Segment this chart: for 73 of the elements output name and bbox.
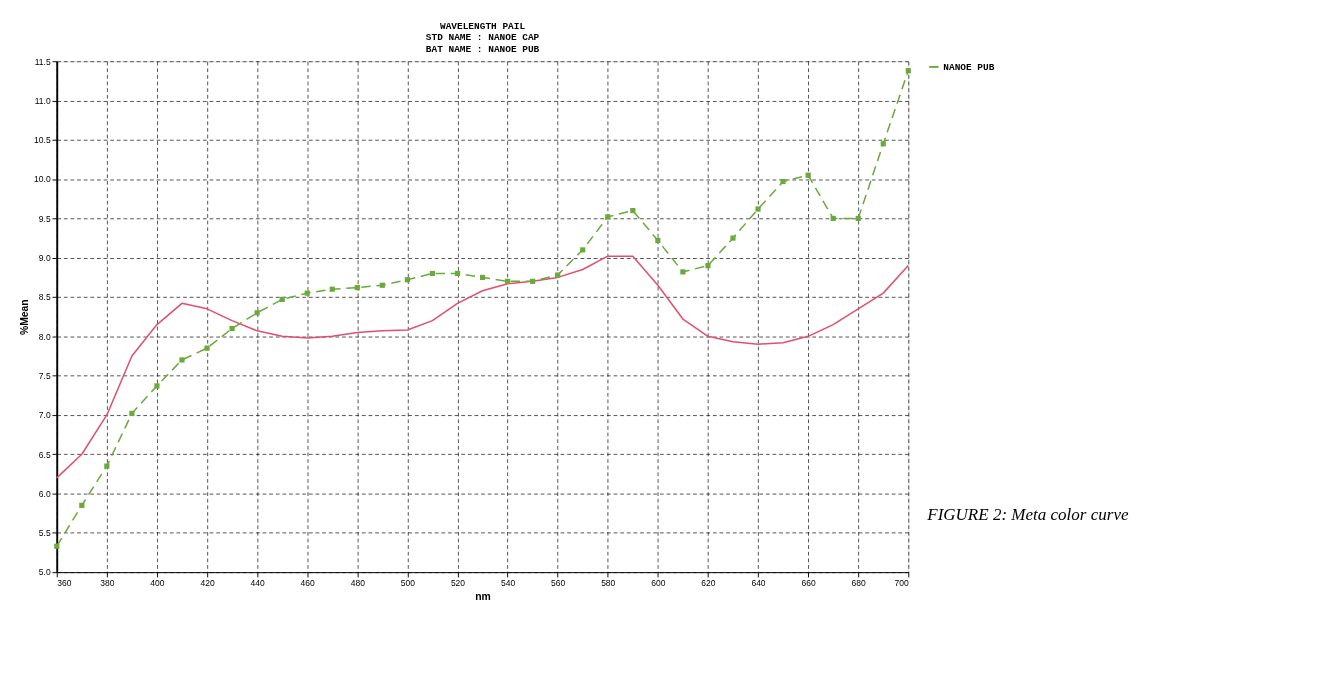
point xyxy=(655,237,661,244)
x-tick-label: 500 xyxy=(400,577,416,588)
y-tick-label: 11.0 xyxy=(34,95,51,106)
line-series xyxy=(56,255,910,479)
point xyxy=(354,285,360,291)
y-tick-label: 6.5 xyxy=(38,449,51,460)
caption: FIGURE 2: Meta color curve xyxy=(926,505,1129,525)
y-tick-label: 10.0 xyxy=(34,174,51,185)
legend-label: NANOE PUB xyxy=(943,61,995,73)
point xyxy=(805,172,811,178)
point xyxy=(505,278,511,284)
point xyxy=(129,410,135,416)
x-tick-label: 600 xyxy=(651,577,666,588)
point xyxy=(454,270,461,277)
y-tick-label: 5.5 xyxy=(38,528,51,539)
point xyxy=(880,141,886,147)
point xyxy=(429,270,436,277)
x-tick-label: 660 xyxy=(801,577,816,588)
point xyxy=(304,290,310,296)
point xyxy=(680,269,686,275)
x-tick-label: 460 xyxy=(300,577,316,588)
y-tick-label: 7.5 xyxy=(38,370,51,381)
point xyxy=(279,296,285,302)
y-axis-title: %Mean xyxy=(19,299,31,336)
y-tick-label: 5.0 xyxy=(38,567,51,578)
point xyxy=(329,286,335,292)
point xyxy=(530,278,536,284)
point xyxy=(479,274,486,280)
x-tick-label: 640 xyxy=(751,577,766,588)
y-tick-label: 8.5 xyxy=(38,292,51,303)
x-tick-label: 680 xyxy=(851,577,867,588)
x-tick-label: 540 xyxy=(500,577,516,588)
point xyxy=(104,463,110,469)
point xyxy=(630,208,636,214)
point xyxy=(179,357,185,363)
x-tick-label: 580 xyxy=(601,577,616,588)
point xyxy=(204,345,210,351)
y-tick-label: 9.5 xyxy=(38,213,51,224)
point xyxy=(54,543,60,549)
y-tick-label: 11.5 xyxy=(34,56,51,67)
point xyxy=(555,272,561,278)
x-tick-label: 700 xyxy=(894,577,910,588)
point xyxy=(79,502,85,508)
x-tick-label: 560 xyxy=(551,577,566,588)
point xyxy=(905,68,911,74)
point xyxy=(855,215,861,222)
y-tick-label: 10.5 xyxy=(34,135,51,146)
point xyxy=(154,383,160,389)
x-axis-title: nm xyxy=(475,591,491,603)
point xyxy=(705,263,711,269)
x-tick-label: 400 xyxy=(150,577,165,588)
chart-title: WAVELENGTH PAIL STD NAME : NANOE CAP BAT NAME : NANOE PUB xyxy=(425,21,540,55)
x-tick-label: 480 xyxy=(350,577,366,588)
x-tick-label: 620 xyxy=(701,577,716,588)
x-tick-label: 440 xyxy=(250,577,265,588)
y-tick-label: 7.0 xyxy=(38,410,51,421)
point xyxy=(580,247,586,253)
point xyxy=(254,310,260,316)
y-tick-label: 9.0 xyxy=(38,253,51,264)
point xyxy=(605,214,611,220)
point xyxy=(830,215,836,222)
x-tick-label: 360 xyxy=(57,577,72,588)
x-tick-label: 380 xyxy=(100,577,115,588)
point xyxy=(730,235,736,241)
y-tick-label: 8.0 xyxy=(38,331,51,342)
y-tick-label: 6.0 xyxy=(38,488,51,499)
x-tick-label: 420 xyxy=(200,577,215,588)
point xyxy=(780,178,786,185)
point xyxy=(404,277,410,283)
x-tick-label: 520 xyxy=(450,577,466,588)
point xyxy=(229,325,235,332)
point xyxy=(755,206,761,212)
point xyxy=(379,282,385,288)
